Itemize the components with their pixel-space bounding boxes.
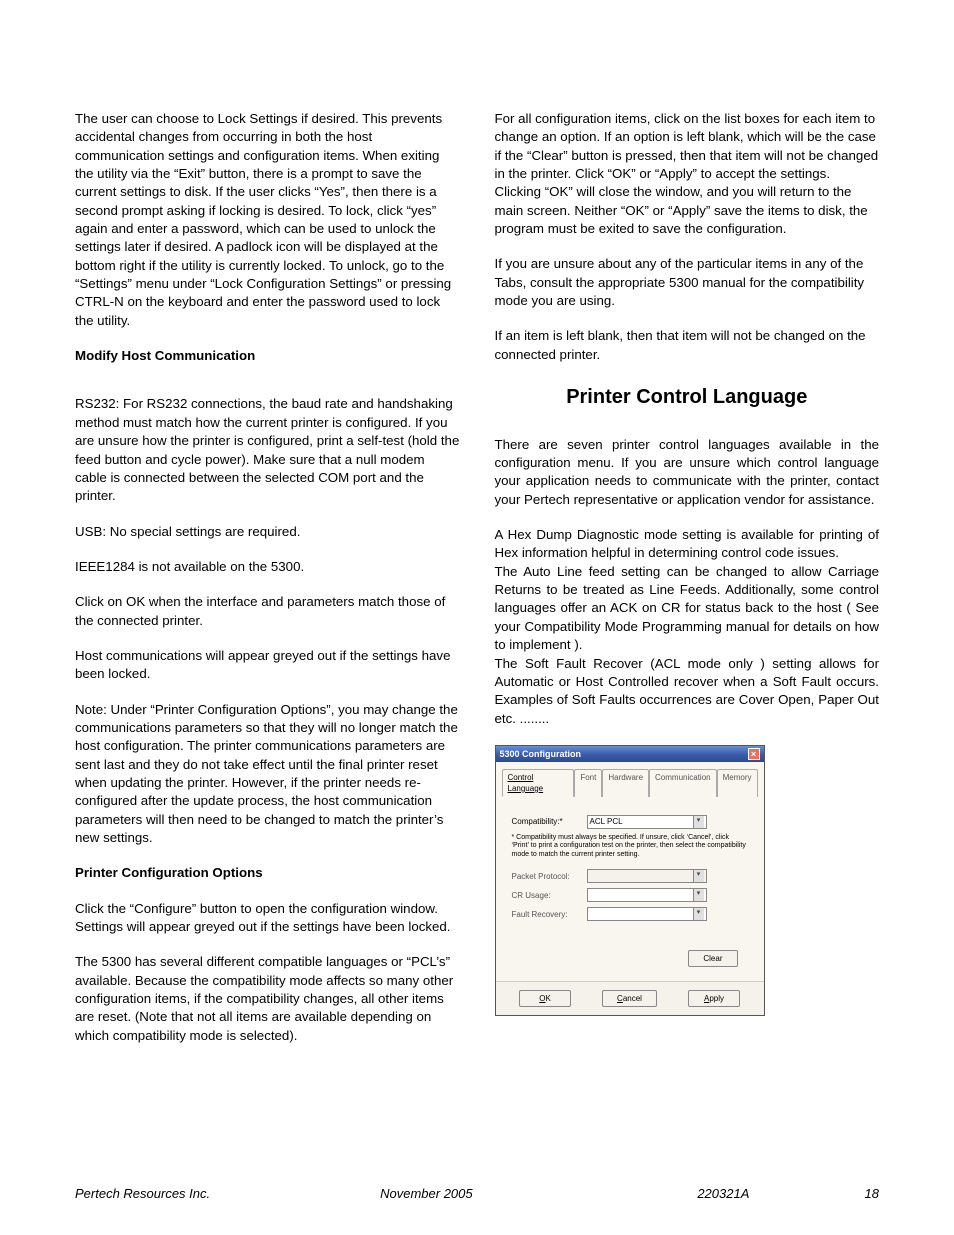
para-seven-lang: There are seven printer control language… [495, 436, 880, 509]
para-greyed: Host communications will appear greyed o… [75, 647, 460, 684]
para-note: Note: Under “Printer Configuration Optio… [75, 701, 460, 848]
para-softfault: The Soft Fault Recover (ACL mode only ) … [495, 655, 880, 728]
para-usb: USB: No special settings are required. [75, 523, 460, 541]
compatibility-note: * Compatibility must always be specified… [512, 834, 748, 859]
tab-hardware[interactable]: Hardware [602, 769, 649, 797]
chevron-down-icon: ▾ [693, 908, 704, 920]
chevron-down-icon: ▾ [693, 870, 704, 882]
label-compatibility: Compatibility:* [512, 816, 587, 827]
tab-strip: Control Language Font Hardware Communica… [502, 768, 758, 797]
heading-printer-config: Printer Configuration Options [75, 864, 460, 882]
dialog-button-row: OK Cancel Apply [496, 981, 764, 1015]
footer-page: 18 [865, 1186, 879, 1201]
tab-control-language[interactable]: Control Language [502, 769, 575, 797]
para-autoline: The Auto Line feed setting can be change… [495, 563, 880, 655]
para-ieee: IEEE1284 is not available on the 5300. [75, 558, 460, 576]
page-footer: Pertech Resources Inc. November 2005 220… [75, 1186, 879, 1201]
dialog-body: Control Language Font Hardware Communica… [496, 762, 764, 981]
ok-button[interactable]: OK [519, 990, 571, 1007]
right-column: For all configuration items, click on th… [495, 110, 880, 1062]
label-fault: Fault Recovery: [512, 909, 587, 920]
para-hexdump: A Hex Dump Diagnostic mode setting is av… [495, 526, 880, 563]
para-blank: If an item is left blank, then that item… [495, 327, 880, 364]
para-lock-settings: The user can choose to Lock Settings if … [75, 110, 460, 330]
footer-docnum: 220321A [547, 1186, 864, 1201]
left-column: The user can choose to Lock Settings if … [75, 110, 460, 1062]
para-rs232: RS232: For RS232 connections, the baud r… [75, 395, 460, 505]
select-fault[interactable]: ▾ [587, 907, 707, 921]
row-packet: Packet Protocol: ▾ [512, 869, 748, 883]
config-dialog: 5300 Configuration × Control Language Fo… [495, 745, 765, 1016]
cancel-button[interactable]: Cancel [602, 990, 657, 1007]
para-pcls: The 5300 has several different compatibl… [75, 953, 460, 1045]
dialog-title: 5300 Configuration [500, 748, 582, 760]
row-fault: Fault Recovery: ▾ [512, 907, 748, 921]
select-compatibility-value: ACL PCL [590, 816, 623, 827]
close-icon[interactable]: × [748, 748, 760, 760]
select-packet[interactable]: ▾ [587, 869, 707, 883]
row-compatibility: Compatibility:* ACL PCL ▾ [512, 815, 748, 829]
chevron-down-icon: ▾ [693, 816, 704, 828]
tab-memory[interactable]: Memory [717, 769, 758, 797]
heading-modify-host: Modify Host Communication [75, 347, 460, 365]
para-config-items: For all configuration items, click on th… [495, 110, 880, 238]
clear-button[interactable]: Clear [688, 950, 737, 967]
label-packet: Packet Protocol: [512, 871, 587, 882]
apply-button[interactable]: Apply [688, 990, 740, 1007]
footer-company: Pertech Resources Inc. [75, 1186, 210, 1201]
dialog-titlebar[interactable]: 5300 Configuration × [496, 746, 764, 762]
para-ok: Click on OK when the interface and param… [75, 593, 460, 630]
tab-font[interactable]: Font [574, 769, 602, 797]
select-compatibility[interactable]: ACL PCL ▾ [587, 815, 707, 829]
para-unsure: If you are unsure about any of the parti… [495, 255, 880, 310]
section-title-pcl: Printer Control Language [495, 384, 880, 412]
label-cr: CR Usage: [512, 890, 587, 901]
chevron-down-icon: ▾ [693, 889, 704, 901]
para-configure: Click the “Configure” button to open the… [75, 900, 460, 937]
row-cr: CR Usage: ▾ [512, 888, 748, 902]
tab-communication[interactable]: Communication [649, 769, 717, 797]
select-cr[interactable]: ▾ [587, 888, 707, 902]
footer-date: November 2005 [210, 1186, 547, 1201]
